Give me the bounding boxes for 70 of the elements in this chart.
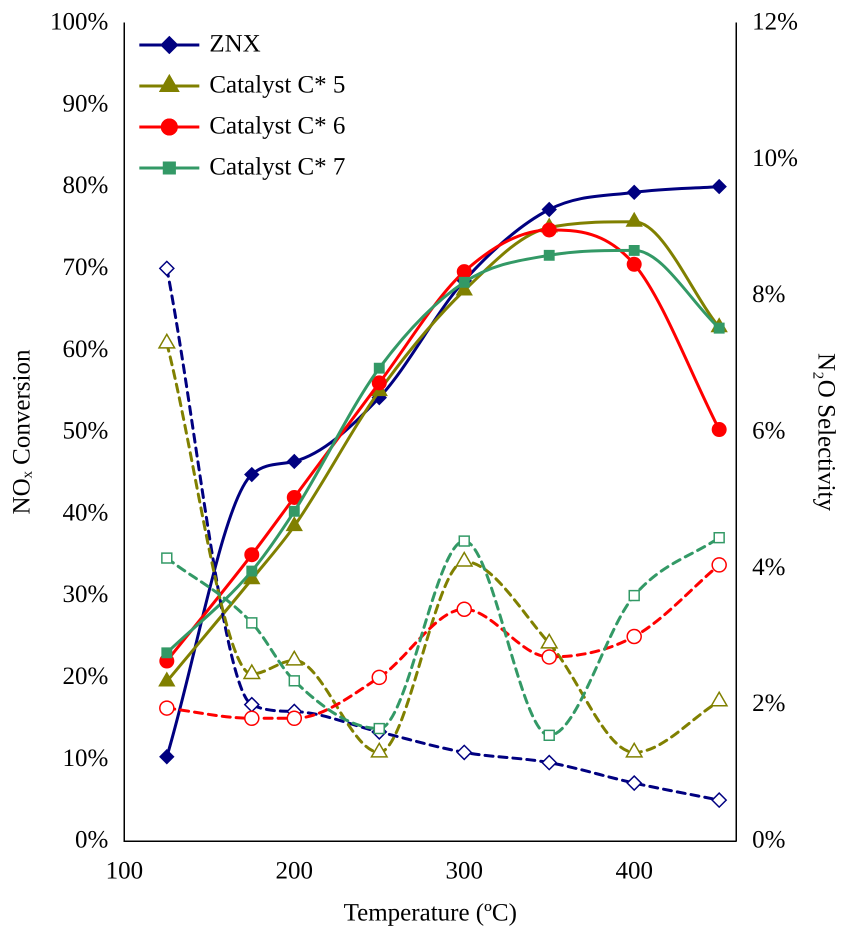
point	[374, 362, 385, 374]
point	[544, 730, 555, 742]
point	[244, 696, 260, 712]
point	[372, 375, 387, 390]
y2-tick-label: 10%	[752, 144, 798, 172]
point	[541, 754, 557, 770]
y-axis-title: NOₓ Conversion	[8, 349, 36, 514]
x-tick-label: 400	[615, 858, 653, 885]
y2-tick-label: 6%	[752, 418, 786, 445]
x-tick-label: 100	[106, 858, 144, 885]
x-axis-title: Temperature (ºC)	[344, 900, 517, 927]
point	[159, 700, 175, 716]
point	[544, 250, 555, 261]
point	[244, 467, 260, 482]
point	[541, 649, 557, 665]
point	[712, 179, 727, 194]
legend-label: ZNX	[209, 30, 261, 58]
point	[712, 422, 727, 438]
point	[458, 535, 470, 547]
point	[161, 552, 173, 564]
point	[159, 260, 175, 276]
point	[626, 775, 642, 791]
point	[288, 675, 300, 687]
y-tick-label: 90%	[62, 90, 108, 118]
point	[542, 222, 557, 238]
y-tick-label: 20%	[62, 662, 108, 690]
y2-tick-label: 0%	[752, 826, 786, 854]
y2-tick-label: 8%	[752, 281, 786, 308]
point	[286, 454, 302, 469]
y-tick-label: 0%	[74, 826, 108, 854]
legend-label: Catalyst C* 6	[209, 112, 346, 140]
point	[542, 202, 557, 218]
y-tick-label: 30%	[62, 581, 108, 608]
y2-tick-label: 2%	[752, 690, 786, 718]
y-tick-label: 60%	[62, 336, 108, 363]
point	[244, 547, 260, 562]
point	[456, 601, 472, 617]
y-tick-label: 100%	[50, 8, 108, 36]
y-tick-label: 10%	[62, 744, 108, 772]
y2-tick-label: 12%	[752, 8, 798, 36]
legend-label: Catalyst C* 5	[209, 72, 346, 99]
point	[458, 276, 470, 288]
point	[628, 590, 640, 602]
point	[711, 792, 727, 808]
point	[456, 744, 472, 760]
point	[161, 647, 172, 658]
point	[246, 617, 258, 629]
y-tick-label: 40%	[62, 499, 108, 526]
point	[626, 184, 642, 200]
point	[246, 566, 258, 577]
point	[372, 670, 388, 686]
point	[713, 532, 725, 544]
y-tick-label: 80%	[62, 172, 108, 200]
point	[628, 244, 640, 256]
y2-axis-title: N₂O Selectivity	[812, 353, 840, 512]
point	[711, 557, 727, 573]
point	[288, 506, 300, 517]
point	[286, 490, 302, 505]
point	[626, 256, 642, 272]
x-tick-label: 300	[445, 858, 483, 885]
point	[244, 710, 260, 726]
x-tick-label: 200	[276, 858, 314, 885]
y-tick-label: 50%	[62, 418, 108, 445]
point	[374, 722, 385, 734]
point	[159, 749, 174, 764]
point	[626, 628, 642, 644]
y2-tick-label: 4%	[752, 554, 786, 581]
point	[286, 710, 302, 726]
y-tick-label: 70%	[62, 254, 108, 281]
legend-label: Catalyst C* 7	[209, 154, 346, 181]
